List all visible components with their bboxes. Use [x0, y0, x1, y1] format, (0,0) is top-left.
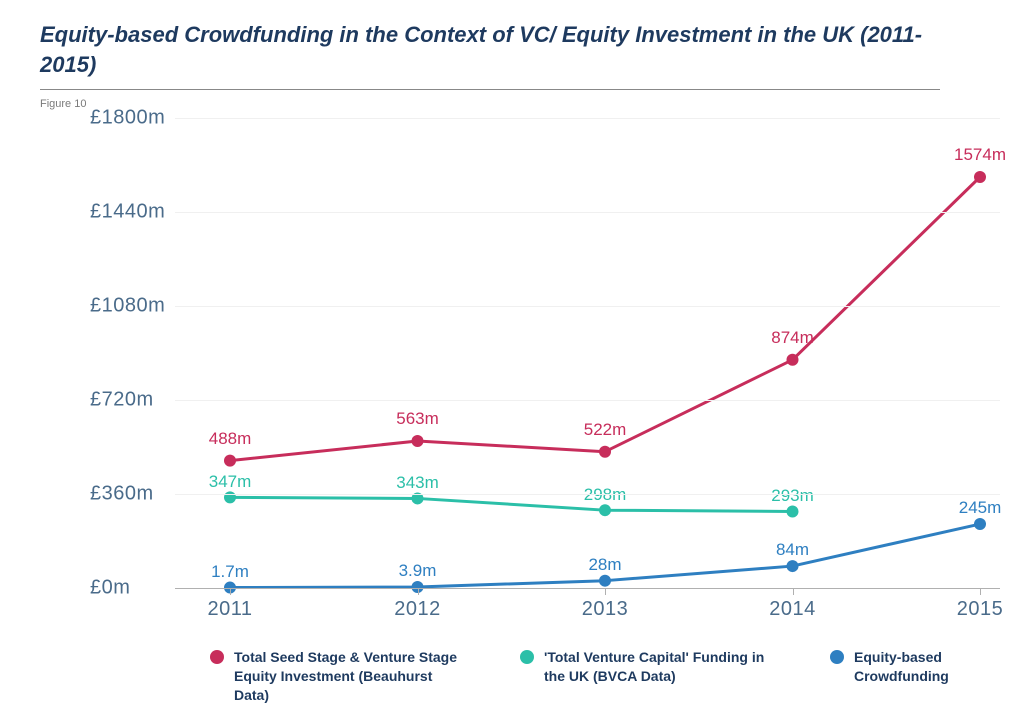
plot-svg — [175, 118, 1000, 588]
series-marker — [599, 505, 611, 517]
y-tick-label: £1800m — [90, 107, 165, 130]
figure-label: Figure 10 — [40, 98, 989, 110]
series-marker — [599, 575, 611, 587]
x-tick-label: 2015 — [957, 598, 1004, 621]
series-marker — [412, 435, 424, 447]
y-tick-label: £1440m — [90, 201, 165, 224]
legend-marker-icon — [830, 650, 844, 664]
gridline — [175, 494, 1000, 495]
series-marker — [787, 560, 799, 572]
x-tick — [793, 588, 794, 595]
x-axis — [175, 588, 1000, 589]
y-tick-label: £0m — [90, 577, 130, 600]
legend-label: 'Total Venture Capital' Funding in the U… — [544, 648, 770, 686]
y-tick-label: £360m — [90, 483, 154, 506]
title-rule — [40, 89, 940, 90]
x-tick-label: 2011 — [207, 598, 252, 621]
y-tick-label: £720m — [90, 389, 154, 412]
data-label: 28m — [588, 555, 621, 575]
data-label: 488m — [209, 429, 252, 449]
series-marker — [787, 354, 799, 366]
series-line — [230, 498, 793, 512]
page-title: Equity-based Crowdfunding in the Context… — [40, 20, 940, 79]
gridline — [175, 306, 1000, 307]
gridline — [175, 212, 1000, 213]
x-tick — [418, 588, 419, 595]
legend-item: Total Seed Stage & Venture Stage Equity … — [210, 648, 460, 705]
series-marker — [974, 518, 986, 530]
data-label: 1.7m — [211, 562, 249, 582]
x-tick — [605, 588, 606, 595]
legend-item: Equity-based Crowdfunding — [830, 648, 989, 705]
legend-item: 'Total Venture Capital' Funding in the U… — [520, 648, 770, 705]
plot-area: 488m563m522m874m1574m347m343m298m293m1.7… — [175, 118, 1000, 588]
data-label: 293m — [771, 486, 814, 506]
legend-marker-icon — [520, 650, 534, 664]
series-marker — [599, 446, 611, 458]
x-tick-label: 2012 — [394, 598, 441, 621]
data-label: 3.9m — [399, 561, 437, 581]
gridline — [175, 118, 1000, 119]
x-tick-label: 2014 — [769, 598, 816, 621]
series-line — [230, 177, 980, 461]
legend-label: Equity-based Crowdfunding — [854, 648, 989, 686]
series-marker — [974, 171, 986, 183]
data-label: 1574m — [954, 145, 1006, 165]
data-label: 522m — [584, 420, 627, 440]
x-tick-label: 2013 — [582, 598, 629, 621]
data-label: 347m — [209, 472, 252, 492]
x-tick — [980, 588, 981, 595]
series-marker — [224, 455, 236, 467]
legend-marker-icon — [210, 650, 224, 664]
x-tick — [230, 588, 231, 595]
data-label: 84m — [776, 540, 809, 560]
y-tick-label: £1080m — [90, 295, 165, 318]
gridline — [175, 400, 1000, 401]
legend: Total Seed Stage & Venture Stage Equity … — [210, 648, 989, 705]
data-label: 563m — [396, 409, 439, 429]
data-label: 343m — [396, 473, 439, 493]
chart: 488m563m522m874m1574m347m343m298m293m1.7… — [40, 118, 1000, 638]
data-label: 874m — [771, 328, 814, 348]
legend-label: Total Seed Stage & Venture Stage Equity … — [234, 648, 460, 705]
data-label: 245m — [959, 498, 1002, 518]
series-marker — [787, 506, 799, 518]
